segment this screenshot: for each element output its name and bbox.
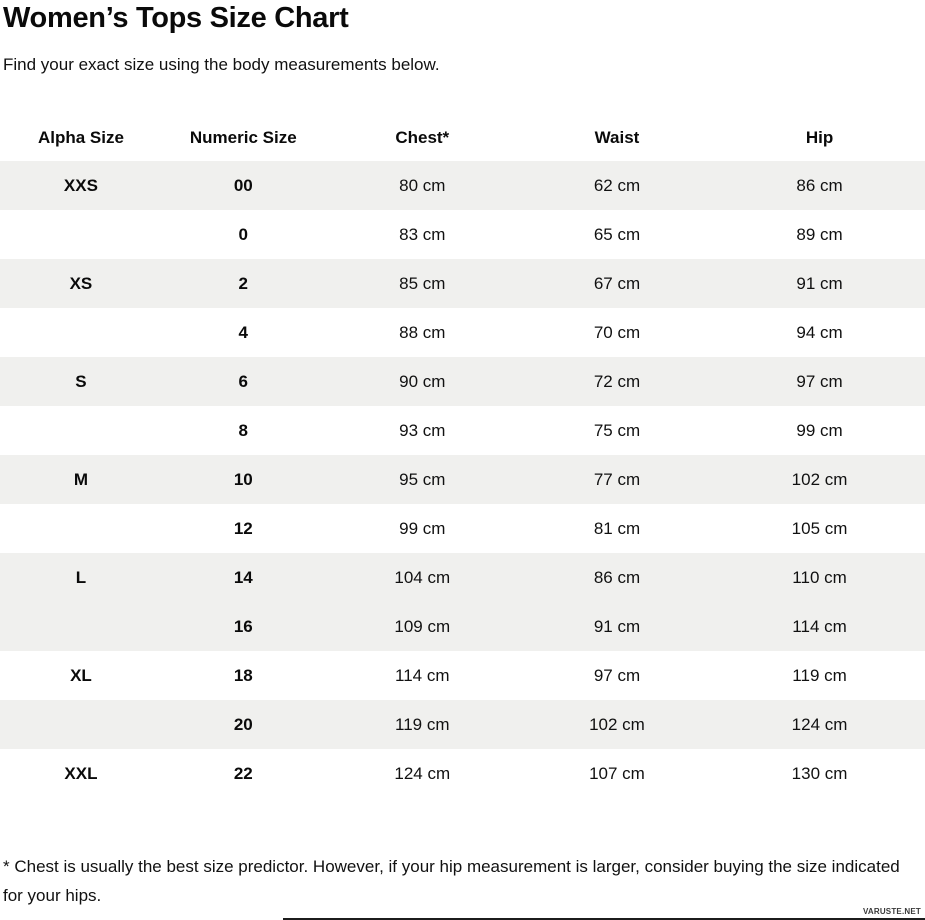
bottom-divider	[283, 918, 925, 920]
numeric-size-cell: 6	[161, 357, 325, 406]
hip-cell: 119 cm	[792, 665, 847, 685]
alpha-size-cell: XXS	[0, 161, 162, 210]
alpha-size-cell	[0, 602, 162, 651]
column-header-hip: Hip	[714, 114, 925, 161]
table-row: XL 18 114 cm 97 cm 119 cm	[0, 651, 925, 700]
numeric-size-cell: 00	[161, 161, 325, 210]
hip-cell: 102 cm	[714, 455, 925, 504]
waist-cell: 77 cm	[519, 455, 715, 504]
chest-cell: 124 cm	[394, 763, 451, 783]
waist-cell: 102 cm	[519, 700, 715, 749]
chest-cell: 85 cm	[324, 259, 520, 308]
table-row: XS 2 85 cm 67 cm 91 cm	[0, 259, 925, 308]
alpha-size-cell	[0, 406, 162, 455]
waist-cell: 65 cm	[593, 224, 641, 244]
header-row: Alpha Size Numeric Size Chest* Waist Hip	[0, 114, 925, 161]
chest-cell: 93 cm	[399, 420, 446, 440]
alpha-size-cell	[0, 504, 162, 553]
hip-cell: 114 cm	[714, 602, 925, 651]
table-row: 4 88 cm 70 cm 94 cm	[0, 308, 925, 357]
hip-cell: 105 cm	[791, 518, 848, 538]
waist-cell: 97 cm	[593, 665, 641, 685]
numeric-size-cell: 16	[161, 602, 325, 651]
alpha-size-cell	[0, 700, 162, 749]
numeric-size-cell: 2	[161, 259, 325, 308]
numeric-size-cell: 12	[233, 518, 253, 538]
chest-footnote: * Chest is usually the best size predict…	[3, 857, 900, 905]
alpha-size-cell: XL	[70, 665, 92, 685]
table-row: 8 93 cm 75 cm 99 cm	[0, 406, 925, 455]
waist-cell: 107 cm	[589, 763, 645, 783]
page-title: Women’s Tops Size Chart	[3, 2, 349, 34]
table-row: 0 83 cm 65 cm 89 cm	[0, 210, 925, 259]
hip-cell: 86 cm	[714, 161, 925, 210]
watermark-text: VARUSTE.NET	[862, 907, 921, 916]
column-header-waist: Waist	[519, 114, 715, 161]
alpha-size-cell: L	[0, 553, 162, 602]
chest-cell: 119 cm	[324, 700, 520, 749]
numeric-size-cell: 18	[233, 665, 253, 685]
hip-cell: 124 cm	[714, 700, 925, 749]
page-subtitle: Find your exact size using the body meas…	[3, 55, 440, 74]
alpha-size-cell: XS	[0, 259, 162, 308]
table-row: 16 109 cm 91 cm 114 cm	[0, 602, 925, 651]
numeric-size-cell: 0	[238, 224, 248, 244]
chest-cell: 114 cm	[395, 665, 450, 685]
size-table-header: Alpha Size Numeric Size Chest* Waist Hip	[0, 114, 925, 161]
column-header-alpha-size: Alpha Size	[0, 114, 162, 161]
waist-cell: 81 cm	[593, 518, 641, 538]
waist-cell: 62 cm	[519, 161, 715, 210]
chest-cell: 88 cm	[399, 322, 446, 342]
size-table-body: XXS 00 80 cm 62 cm 86 cm 0 83 cm 65 cm 89 cm XS 2 8…	[0, 161, 925, 798]
alpha-size-cell: XXL	[64, 763, 98, 783]
chest-cell: 99 cm	[399, 518, 446, 538]
alpha-size-cell: M	[0, 455, 162, 504]
numeric-size-cell: 10	[161, 455, 325, 504]
numeric-size-cell: 14	[161, 553, 325, 602]
waist-cell: 72 cm	[519, 357, 715, 406]
size-chart-table: Alpha Size Numeric Size Chest* Waist Hip…	[0, 114, 925, 798]
hip-cell: 89 cm	[796, 224, 843, 244]
chest-cell: 90 cm	[324, 357, 520, 406]
alpha-size-cell: S	[0, 357, 162, 406]
column-header-chest: Chest*	[324, 114, 520, 161]
hip-cell: 130 cm	[791, 763, 848, 783]
chest-cell: 104 cm	[324, 553, 520, 602]
table-row: XXL 22 124 cm 107 cm 130 cm	[0, 749, 925, 798]
waist-cell: 75 cm	[593, 420, 641, 440]
hip-cell: 99 cm	[796, 420, 843, 440]
hip-cell: 94 cm	[796, 322, 843, 342]
hip-cell: 97 cm	[714, 357, 925, 406]
table-row: L 14 104 cm 86 cm 110 cm	[0, 553, 925, 602]
hip-cell: 110 cm	[714, 553, 925, 602]
numeric-size-cell: 4	[238, 322, 248, 342]
table-row: S 6 90 cm 72 cm 97 cm	[0, 357, 925, 406]
chest-cell: 95 cm	[324, 455, 520, 504]
numeric-size-cell: 20	[161, 700, 325, 749]
numeric-size-cell: 22	[233, 763, 253, 783]
chest-cell: 80 cm	[324, 161, 520, 210]
waist-cell: 91 cm	[519, 602, 715, 651]
waist-cell: 70 cm	[593, 322, 641, 342]
numeric-size-cell: 8	[238, 420, 248, 440]
waist-cell: 86 cm	[519, 553, 715, 602]
waist-cell: 67 cm	[519, 259, 715, 308]
column-header-numeric-size: Numeric Size	[161, 114, 325, 161]
table-row: 12 99 cm 81 cm 105 cm	[0, 504, 925, 553]
alpha-size-cell	[0, 210, 162, 259]
hip-cell: 91 cm	[714, 259, 925, 308]
alpha-size-cell	[0, 308, 162, 357]
table-row: 20 119 cm 102 cm 124 cm	[0, 700, 925, 749]
table-row: M 10 95 cm 77 cm 102 cm	[0, 455, 925, 504]
table-row: XXS 00 80 cm 62 cm 86 cm	[0, 161, 925, 210]
chest-cell: 83 cm	[399, 224, 446, 244]
chest-cell: 109 cm	[324, 602, 520, 651]
